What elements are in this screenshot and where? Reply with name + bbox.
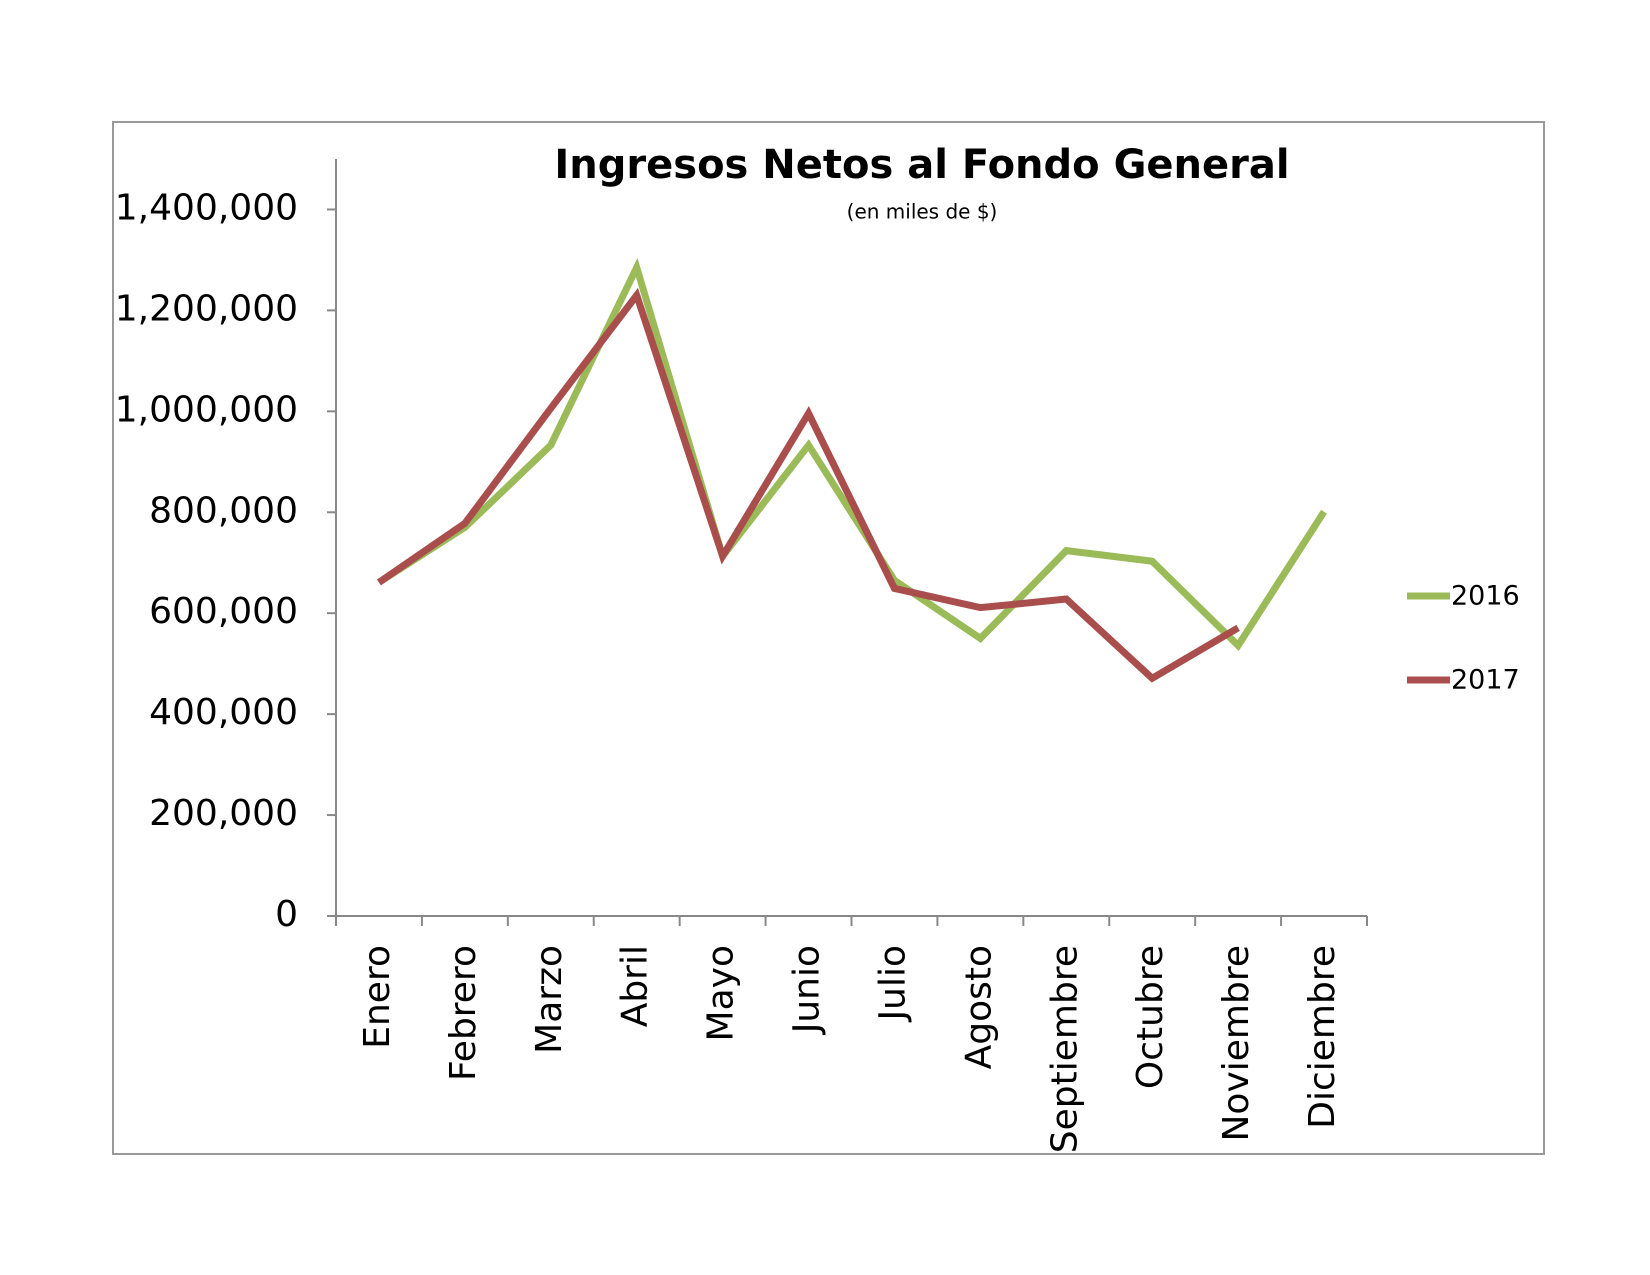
y-tick-label: 400,000 <box>149 692 298 733</box>
x-tick-label: Julio <box>872 945 913 1022</box>
series-line <box>376 287 1240 683</box>
x-tick-label: Junio <box>787 945 828 1035</box>
legend-label: 2016 <box>1451 581 1520 612</box>
x-tick-label: Abril <box>615 945 656 1027</box>
chart-title: Ingresos Netos al Fondo General <box>554 142 1289 188</box>
x-tick-label: Marzo <box>529 945 570 1054</box>
x-tick-label: Febrero <box>443 945 484 1081</box>
x-tick-label: Noviembre <box>1216 945 1257 1142</box>
x-tick-label: Enero <box>357 945 398 1049</box>
x-tick-label: Octubre <box>1130 945 1171 1089</box>
y-tick-label: 600,000 <box>149 591 298 632</box>
chart-frame <box>112 121 1545 1155</box>
x-tick-label: Mayo <box>701 945 742 1041</box>
series-line <box>377 257 1327 652</box>
x-tick-label: Diciembre <box>1302 945 1343 1129</box>
y-tick-label: 0 <box>275 894 298 935</box>
y-tick-label: 1,400,000 <box>115 187 298 228</box>
y-tick-label: 1,200,000 <box>115 288 298 329</box>
y-tick-label: 1,000,000 <box>115 389 298 430</box>
legend-label: 2017 <box>1451 665 1520 696</box>
x-tick-label: Septiembre <box>1044 945 1085 1153</box>
y-tick-label: 800,000 <box>149 490 298 531</box>
y-tick-label: 200,000 <box>149 793 298 834</box>
x-tick-label: Agosto <box>958 945 999 1069</box>
chart-subtitle: (en miles de $) <box>847 200 998 224</box>
